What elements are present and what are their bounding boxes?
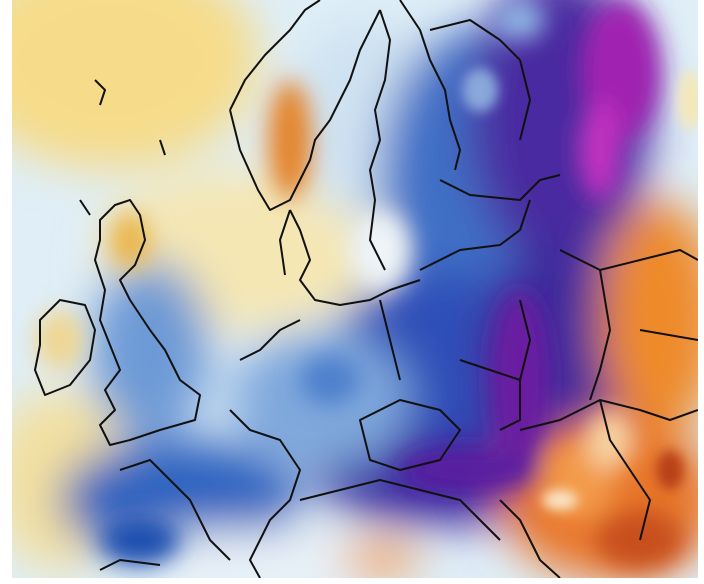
coastlines [34,0,698,578]
field-spots [462,68,698,510]
